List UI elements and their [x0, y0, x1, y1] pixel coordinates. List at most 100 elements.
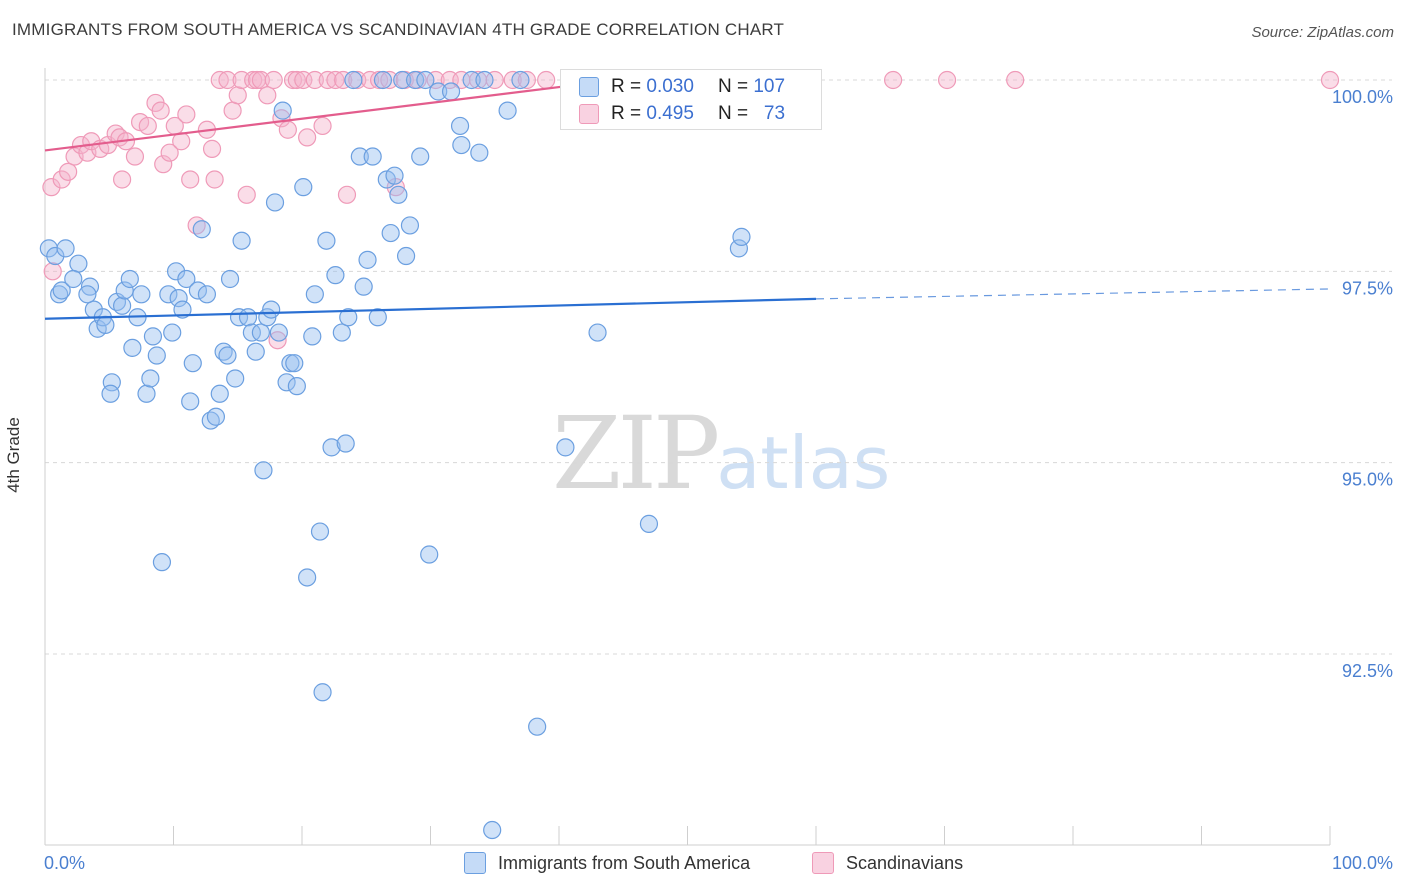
scandinavians-point	[503, 70, 522, 90]
south-america-point	[78, 285, 97, 304]
scandinavians-trend-line	[44, 81, 598, 152]
south-america-point	[420, 545, 439, 564]
south-america-point	[181, 392, 200, 411]
south-america-point	[46, 246, 65, 266]
scandinavians-point	[125, 147, 145, 166]
south-america-point	[277, 373, 296, 392]
south-america-point	[169, 289, 188, 308]
south-america-point	[251, 323, 270, 342]
south-america-point	[294, 178, 313, 197]
south-america-point	[64, 269, 83, 289]
x-tick-label: 100.0%	[1332, 853, 1393, 873]
south-america-point	[141, 369, 160, 388]
scandinavians-point	[937, 70, 957, 90]
r-value: 0.030	[646, 76, 694, 97]
scandinavians-point	[318, 70, 337, 90]
south-america-point	[556, 438, 575, 457]
south-america-point	[254, 461, 273, 480]
scandinavians-point	[348, 70, 367, 90]
south-america-point	[381, 223, 400, 243]
scandinavians-point	[237, 185, 256, 204]
south-america-point	[322, 438, 341, 457]
y-tick-label: 92.5%	[1342, 661, 1393, 681]
south-america-point	[123, 338, 142, 357]
scandinavians-point	[537, 70, 556, 90]
trend-lines	[44, 81, 1331, 320]
scandinavians-point	[210, 70, 229, 90]
legend-row-south-america: R = 0.030 N = 107	[579, 74, 785, 100]
south-america-point	[210, 384, 229, 403]
south-america-point	[393, 70, 412, 90]
south-america-point	[303, 327, 322, 346]
south-america-point	[313, 683, 332, 702]
scandinavians-point	[334, 70, 353, 90]
scandinavians-point	[223, 101, 242, 120]
south-america-point	[183, 354, 202, 373]
south-america-point	[385, 166, 404, 185]
blue-swatch	[464, 852, 486, 874]
gridlines	[45, 79, 1392, 655]
n-value: 107	[753, 76, 786, 97]
y-tick-label: 97.5%	[1342, 278, 1393, 298]
scandinavians-point	[1320, 70, 1340, 90]
south-america-point	[588, 323, 607, 342]
south-america-point	[143, 327, 163, 346]
south-america-trend-extension	[815, 288, 1331, 300]
south-america-point	[305, 285, 324, 304]
south-america-point	[441, 82, 461, 101]
south-america-point	[729, 239, 749, 258]
south-america-point	[232, 231, 251, 250]
watermark-zip: ZIP	[552, 395, 720, 512]
correlation-legend: R = 0.030 N = 107 R = 0.495 N = 73	[560, 69, 822, 130]
south-america-point	[344, 70, 363, 90]
south-america-point	[52, 281, 71, 300]
tick-labels: 100.0% 97.5% 95.0% 92.5% 0.0% 100.0%	[44, 87, 1393, 873]
scandinavians-point	[1006, 70, 1025, 90]
scandinavians-point	[228, 86, 247, 105]
south-america-point	[363, 147, 382, 166]
south-america-point	[177, 269, 196, 289]
south-america-point	[147, 346, 166, 365]
scandinavians-point	[42, 178, 61, 197]
south-america-point	[310, 522, 330, 541]
south-america-point	[475, 70, 494, 90]
south-america-trend-line	[44, 297, 817, 320]
south-america-point	[358, 250, 377, 269]
south-america-point	[639, 514, 659, 533]
south-america-point	[173, 300, 192, 319]
south-america-point	[281, 354, 300, 373]
south-america-point	[350, 147, 369, 166]
south-america-point	[732, 227, 751, 246]
south-america-point	[429, 82, 448, 101]
scandinavians-point	[205, 170, 224, 189]
n-label: N =	[717, 76, 749, 97]
scandinavians-point	[287, 70, 306, 90]
south-america-point	[332, 323, 351, 342]
south-america-point	[101, 384, 120, 403]
scandinavians-point	[112, 170, 132, 189]
scandinavians-point	[268, 331, 287, 350]
south-america-point	[411, 147, 430, 166]
bottom-legend: Immigrants from South America Scandinavi…	[0, 852, 1406, 876]
south-america-point	[197, 285, 217, 304]
south-america-point	[470, 143, 489, 162]
south-america-point	[326, 266, 345, 285]
pink-swatch	[812, 852, 834, 874]
south-america-point	[206, 407, 226, 426]
scandinavians-point	[177, 105, 196, 124]
n-label: N =	[717, 103, 749, 124]
scandinavians-point	[370, 70, 389, 90]
scandinavians-point	[485, 70, 504, 90]
n-value: 73	[763, 103, 786, 124]
south-america-point	[416, 70, 435, 90]
scandinavians-point	[151, 101, 170, 120]
south-america-point	[389, 185, 408, 204]
south-america-point	[452, 135, 471, 155]
south-america-point	[192, 220, 211, 239]
scandinavians-point	[326, 70, 345, 90]
scandinavians-point	[380, 70, 399, 90]
scandinavians-point	[154, 155, 173, 174]
scandinavians-point	[202, 139, 222, 158]
y-tick-label: 95.0%	[1342, 470, 1393, 490]
